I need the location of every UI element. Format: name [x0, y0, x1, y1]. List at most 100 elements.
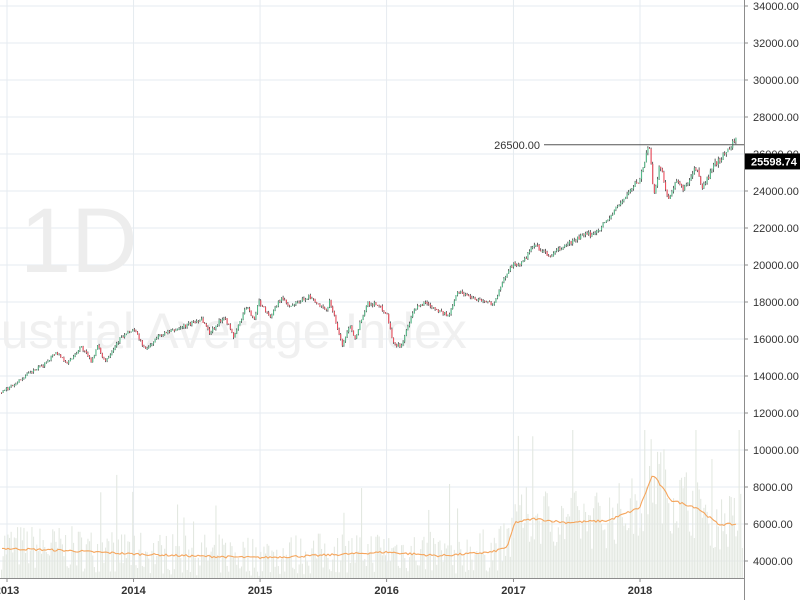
candle[interactable] [173, 329, 175, 333]
candle[interactable] [244, 307, 246, 315]
candle[interactable] [727, 148, 729, 153]
candle[interactable] [703, 181, 705, 190]
candle[interactable] [615, 206, 617, 212]
candle[interactable] [413, 308, 415, 314]
candle[interactable] [364, 310, 366, 317]
candle[interactable] [349, 325, 351, 329]
candle[interactable] [517, 262, 519, 267]
candle[interactable] [177, 328, 179, 331]
candle[interactable] [305, 297, 307, 303]
candle[interactable] [733, 138, 735, 144]
candle[interactable] [301, 296, 303, 302]
candle[interactable] [580, 233, 582, 240]
candle[interactable] [212, 326, 214, 334]
candle[interactable] [215, 325, 217, 331]
candle[interactable] [60, 354, 62, 358]
candle[interactable] [122, 335, 124, 338]
candle[interactable] [610, 214, 612, 220]
candle[interactable] [242, 312, 244, 321]
candle[interactable] [405, 328, 407, 337]
candle[interactable] [57, 351, 59, 356]
candle[interactable] [290, 305, 292, 307]
candle[interactable] [434, 307, 436, 311]
candle[interactable] [533, 242, 535, 249]
candle[interactable] [210, 330, 212, 335]
candle[interactable] [655, 184, 657, 194]
candle[interactable] [111, 350, 113, 356]
candle[interactable] [641, 169, 643, 182]
candle[interactable] [621, 199, 623, 205]
candle[interactable] [404, 334, 406, 344]
candle[interactable] [285, 299, 287, 305]
candle[interactable] [466, 292, 468, 296]
candle[interactable] [116, 341, 118, 348]
candle[interactable] [36, 369, 38, 371]
candle[interactable] [333, 310, 335, 317]
candle[interactable] [89, 355, 91, 360]
candle[interactable] [609, 215, 611, 222]
candle[interactable] [557, 246, 559, 253]
candle[interactable] [337, 321, 339, 331]
candle[interactable] [570, 240, 572, 246]
candle[interactable] [700, 175, 702, 185]
candle[interactable] [276, 305, 278, 308]
candle[interactable] [362, 314, 364, 321]
candle[interactable] [284, 297, 286, 301]
candle[interactable] [452, 304, 454, 310]
candle[interactable] [196, 319, 198, 324]
candle[interactable] [47, 359, 49, 363]
candle[interactable] [623, 198, 625, 203]
candle[interactable] [490, 300, 492, 306]
candle[interactable] [468, 294, 470, 297]
candle[interactable] [482, 298, 484, 304]
candle[interactable] [457, 291, 459, 297]
candle[interactable] [474, 296, 476, 300]
candle[interactable] [117, 341, 119, 345]
candle[interactable] [361, 319, 363, 324]
candle[interactable] [633, 185, 635, 191]
candle[interactable] [319, 303, 321, 308]
candle[interactable] [479, 297, 481, 301]
candle[interactable] [674, 181, 676, 190]
candle[interactable] [546, 250, 548, 256]
candle[interactable] [204, 322, 206, 325]
candle[interactable] [77, 350, 79, 354]
candle[interactable] [543, 249, 545, 253]
candle[interactable] [217, 324, 219, 327]
candle[interactable] [708, 174, 710, 180]
candle[interactable] [313, 297, 315, 301]
candle[interactable] [409, 321, 411, 328]
candle[interactable] [185, 324, 187, 329]
candle[interactable] [325, 308, 327, 312]
candle[interactable] [583, 233, 585, 238]
candle[interactable] [90, 357, 92, 363]
candle[interactable] [695, 166, 697, 172]
candlestick-series[interactable] [1, 137, 737, 394]
time-axis[interactable]: 2013 2014 2015 2016 2017 2018 [0, 578, 744, 600]
candle[interactable] [114, 345, 116, 351]
candle[interactable] [121, 335, 123, 339]
candle[interactable] [268, 310, 270, 316]
candle[interactable] [554, 250, 556, 255]
candle[interactable] [634, 180, 636, 188]
candle[interactable] [207, 325, 209, 331]
candle[interactable] [314, 298, 316, 303]
candle[interactable] [649, 147, 651, 149]
candle[interactable] [220, 318, 222, 324]
candle[interactable] [252, 315, 254, 319]
candle[interactable] [677, 179, 679, 185]
candle[interactable] [125, 333, 127, 336]
candle[interactable] [71, 358, 73, 360]
candle[interactable] [396, 343, 398, 348]
candle[interactable] [245, 306, 247, 310]
candle[interactable] [666, 189, 668, 198]
candle[interactable] [388, 313, 390, 324]
candle[interactable] [605, 220, 607, 223]
candle[interactable] [345, 336, 347, 343]
candle[interactable] [714, 158, 716, 167]
candle[interactable] [613, 209, 615, 215]
candle[interactable] [53, 354, 55, 356]
candle[interactable] [17, 381, 19, 385]
candle[interactable] [178, 327, 180, 331]
candle[interactable] [81, 346, 83, 348]
